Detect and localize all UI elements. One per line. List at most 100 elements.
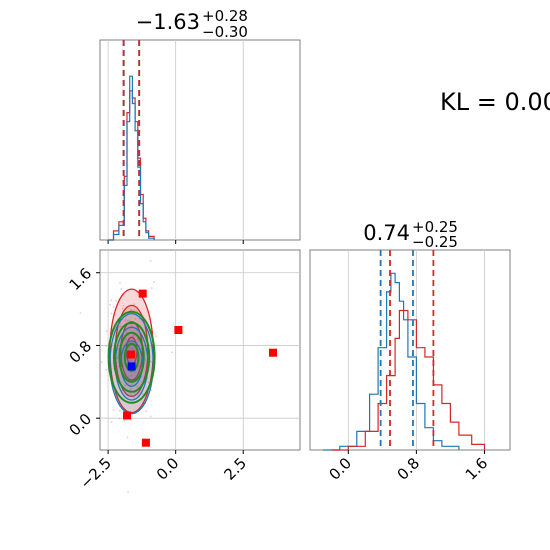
joint-scatter-point — [125, 340, 127, 343]
joint-scatter-point — [110, 421, 113, 423]
joint-scatter-point — [119, 282, 121, 284]
joint-scatter-point — [136, 310, 139, 312]
joint-scatter-point — [153, 333, 156, 335]
joint-red-marker — [269, 348, 277, 357]
joint-scatter-point — [122, 304, 125, 307]
joint-red-marker — [141, 438, 150, 447]
joint-scatter-point — [110, 299, 113, 302]
joint-scatter-point — [138, 317, 141, 320]
joint-scatter-point — [110, 312, 113, 315]
marginal-y-frame — [309, 249, 511, 451]
joint-red-marker — [127, 350, 136, 359]
joint-scatter-point — [124, 384, 127, 387]
marginal-y-panel: 0.0 0.8 1.6 0.74 +0.25 −0.25 — [309, 218, 511, 484]
joint-scatter-point — [79, 312, 82, 314]
joint-scatter-point — [133, 396, 136, 399]
joint-grid — [100, 250, 300, 450]
marginal-y-title-plus: +0.25 — [412, 218, 458, 236]
joint-scatter-point — [105, 368, 107, 371]
joint-scatter-point — [118, 417, 121, 420]
joint-scatter-point — [125, 338, 128, 340]
joint-scatter-point — [131, 347, 134, 350]
joint-scatter-point — [105, 345, 107, 347]
joint-y-tick-label: 0.0 — [66, 410, 96, 440]
joint-contour-green — [113, 321, 151, 393]
joint-scatter-point — [115, 299, 117, 302]
joint-scatter-point — [134, 370, 137, 373]
joint-red-marker — [138, 289, 147, 298]
joint-scatter-point — [150, 361, 153, 363]
joint-scatter-point — [121, 307, 124, 310]
marginal-y-histograms — [322, 272, 486, 451]
joint-scatter-point — [150, 287, 153, 290]
joint-scatter-point — [126, 436, 129, 439]
marginal-x-panel: −1.63 +0.28 −0.30 — [99, 7, 301, 244]
joint-scatter-point — [130, 324, 133, 327]
joint-y-tick-label: 0.8 — [66, 337, 96, 367]
joint-scatter-point — [153, 281, 155, 283]
joint-scatter-point — [144, 358, 147, 361]
joint-scatter-point — [130, 308, 133, 311]
joint-scatter-point — [130, 374, 133, 377]
joint-scatter-point — [129, 388, 132, 391]
marginal-x-grid — [107, 40, 244, 244]
marginal-x-title-minus: −0.30 — [202, 23, 248, 41]
joint-scatter-point — [117, 349, 119, 352]
marginal-y-histogram-red — [331, 309, 486, 451]
joint-scatter-point — [119, 325, 122, 328]
joint-scatter-point — [133, 392, 136, 394]
joint-scatter-point — [128, 319, 131, 321]
joint-x-tick-label: −2.5 — [76, 454, 114, 492]
joint-scatter-point — [128, 376, 130, 378]
joint-scatter-point — [130, 387, 133, 390]
joint-scatter-point — [109, 303, 111, 306]
marginal-x-title-plus: +0.28 — [202, 7, 248, 25]
joint-scatter-point — [133, 303, 136, 306]
marginal-x-histograms — [108, 75, 155, 241]
joint-scatter-point — [136, 386, 139, 388]
joint-scatter-point — [120, 287, 123, 290]
joint-contour-green — [118, 331, 145, 383]
joint-scatter-point — [133, 309, 136, 311]
joint-scatter-point — [137, 340, 140, 343]
marginal-y-title-median: 0.74 — [363, 221, 410, 245]
joint-scatter-point — [149, 260, 152, 262]
joint-scatter-point — [150, 389, 153, 392]
joint-panel: −2.5 0.0 2.5 0.0 0.8 1.6 — [66, 249, 301, 493]
joint-x-tick-label: 0.0 — [153, 454, 183, 484]
joint-scatter-point — [137, 365, 140, 368]
joint-scatter-point — [101, 361, 103, 363]
joint-scatter-point — [127, 491, 129, 493]
joint-scatter-point — [140, 381, 143, 383]
joint-x-tick-label: 2.5 — [220, 454, 250, 484]
joint-scatter-point — [116, 357, 119, 359]
marginal-y-x-ticks: 0.0 0.8 1.6 — [326, 450, 492, 484]
joint-red-marker — [174, 326, 183, 334]
joint-scatter-point — [141, 393, 144, 395]
joint-red-marker — [123, 411, 131, 420]
joint-scatter-point — [126, 319, 129, 322]
joint-scatter-point — [147, 381, 150, 384]
joint-blue-marker — [127, 362, 136, 371]
joint-scatter-point — [171, 351, 173, 354]
joint-contour-green — [107, 310, 156, 404]
joint-y-tick-label: 1.6 — [66, 264, 96, 294]
joint-scatter-point — [145, 410, 148, 413]
marginal-x-histogram-blue — [108, 75, 155, 241]
joint-scatter-point — [118, 409, 121, 412]
marginal-y-x-tick-label: 0.0 — [326, 454, 356, 484]
marginal-x-frame — [99, 39, 301, 241]
joint-contour-green — [123, 342, 140, 372]
marginal-x-title-median: −1.63 — [136, 10, 200, 34]
joint-scatter-point — [117, 365, 120, 368]
joint-scatter-point — [149, 415, 152, 418]
joint-scatter-point — [124, 320, 126, 322]
joint-scatter-point — [105, 330, 108, 332]
marginal-y-x-tick-label: 1.6 — [462, 454, 492, 484]
joint-scatter-point — [123, 420, 126, 422]
joint-frame — [99, 249, 301, 451]
marginal-y-quantile-lines — [379, 250, 435, 450]
joint-scatter-point — [112, 409, 115, 411]
joint-y-ticks: 0.0 0.8 1.6 — [66, 264, 100, 439]
